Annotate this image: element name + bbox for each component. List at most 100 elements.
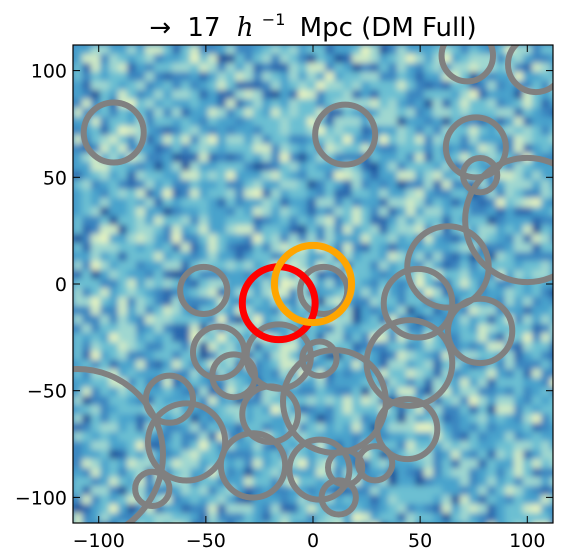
field-cell — [100, 396, 110, 406]
field-cell — [406, 342, 416, 352]
field-cell — [406, 414, 416, 424]
grey-circle-marker — [380, 265, 456, 341]
field-cell — [496, 459, 506, 469]
field-cell — [541, 288, 551, 298]
field-cell — [226, 495, 236, 505]
field-cell — [253, 135, 263, 145]
field-cell — [487, 270, 497, 280]
field-cell — [226, 153, 236, 163]
field-cell — [217, 117, 227, 127]
field-cell — [550, 504, 553, 514]
field-cell — [442, 504, 452, 514]
grey-circle-marker — [505, 45, 553, 96]
field-cell — [289, 261, 299, 271]
field-cell — [460, 387, 470, 397]
field-cell — [100, 387, 110, 397]
field-cell — [505, 423, 515, 433]
field-cell — [271, 405, 281, 415]
field-cell — [172, 324, 182, 334]
field-cell — [514, 441, 524, 451]
field-cell — [271, 342, 281, 352]
field-cell — [451, 207, 461, 217]
field-cell — [550, 351, 553, 361]
field-cell — [343, 225, 353, 235]
field-cell — [91, 414, 101, 424]
field-cell — [289, 495, 299, 505]
field-cell — [145, 81, 155, 91]
field-cell — [478, 117, 488, 127]
field-cell — [91, 297, 101, 307]
field-cell — [136, 351, 146, 361]
field-cell — [307, 72, 317, 82]
field-cell — [514, 315, 524, 325]
field-cell — [145, 72, 155, 82]
field-cell — [496, 441, 506, 451]
field-cell — [343, 189, 353, 199]
field-cell — [244, 450, 254, 460]
field-cell — [415, 279, 425, 289]
field-cell — [271, 180, 281, 190]
field-cell — [379, 63, 389, 73]
field-cell — [271, 162, 281, 172]
field-cell — [388, 135, 398, 145]
field-cell — [460, 477, 470, 487]
field-cell — [181, 306, 191, 316]
field-cell — [541, 162, 551, 172]
field-cell — [343, 369, 353, 379]
field-cell — [469, 369, 479, 379]
field-cell — [469, 279, 479, 289]
field-cell — [217, 306, 227, 316]
field-cell — [262, 144, 272, 154]
field-cell — [91, 162, 101, 172]
field-cell — [550, 252, 553, 262]
field-cell — [460, 261, 470, 271]
field-cell — [532, 423, 542, 433]
field-cell — [406, 459, 416, 469]
field-cell — [406, 198, 416, 208]
field-cell — [163, 441, 173, 451]
field-cell — [118, 207, 128, 217]
field-cell — [181, 495, 191, 505]
field-cell — [181, 72, 191, 82]
field-cell — [415, 477, 425, 487]
field-cell — [235, 459, 245, 469]
field-cell — [235, 261, 245, 271]
field-cell — [82, 333, 92, 343]
field-cell — [163, 99, 173, 109]
field-cell — [109, 117, 119, 127]
field-cell — [244, 81, 254, 91]
field-cell — [190, 441, 200, 451]
field-cell — [343, 144, 353, 154]
field-cell — [496, 198, 506, 208]
field-cell — [316, 126, 326, 136]
field-cell — [334, 423, 344, 433]
field-cell — [442, 90, 452, 100]
field-cell — [91, 351, 101, 361]
field-cell — [136, 297, 146, 307]
field-cell — [316, 459, 326, 469]
field-cell — [208, 189, 218, 199]
field-cell — [91, 342, 101, 352]
field-cell — [514, 207, 524, 217]
field-cell — [280, 243, 290, 253]
field-cell — [451, 252, 461, 262]
field-cell — [235, 72, 245, 82]
field-cell — [217, 396, 227, 406]
field-cell — [352, 153, 362, 163]
field-cell — [541, 135, 551, 145]
field-cell — [487, 513, 497, 523]
field-cell — [451, 414, 461, 424]
field-cell — [370, 54, 380, 64]
field-cell — [370, 162, 380, 172]
field-cell — [118, 81, 128, 91]
field-cell — [163, 450, 173, 460]
field-cell — [109, 171, 119, 181]
field-cell — [109, 405, 119, 415]
field-cell — [109, 153, 119, 163]
field-cell — [145, 261, 155, 271]
field-cell — [253, 342, 263, 352]
field-cell — [190, 171, 200, 181]
field-cell — [244, 162, 254, 172]
field-cell — [460, 342, 470, 352]
field-cell — [532, 234, 542, 244]
